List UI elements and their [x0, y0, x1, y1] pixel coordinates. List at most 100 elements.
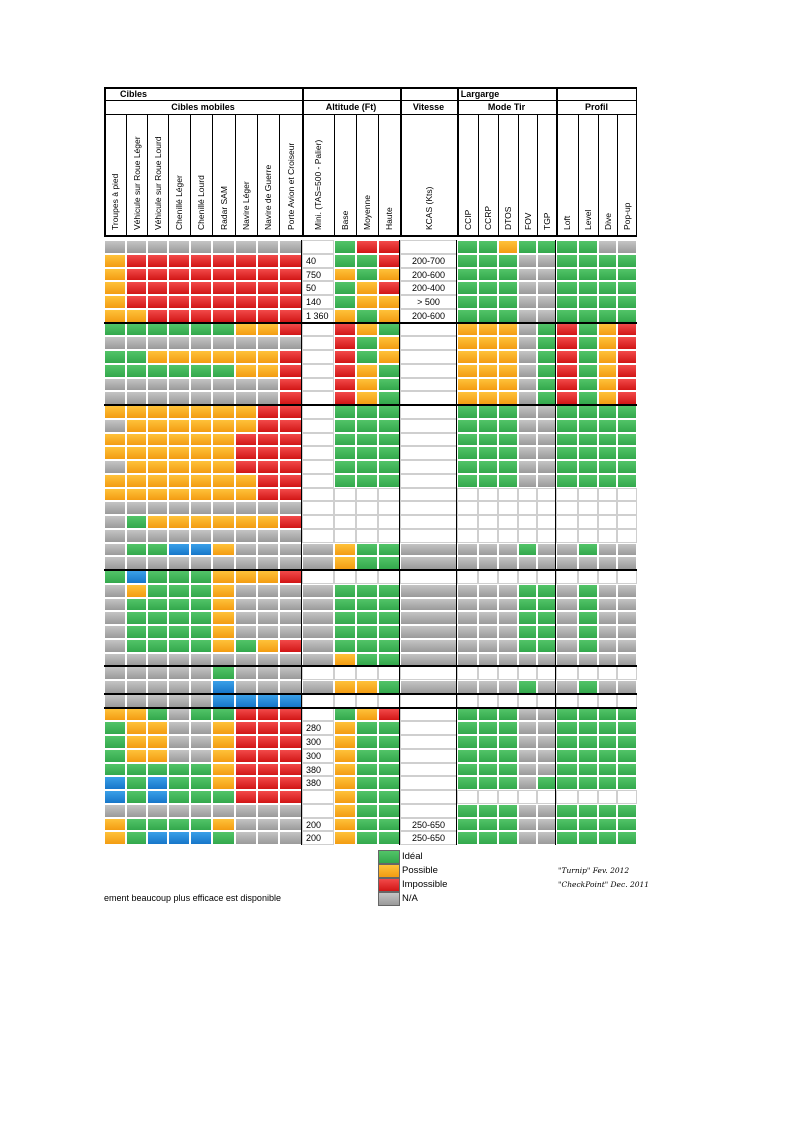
- grid-cell: [257, 556, 279, 570]
- grid-cell: [279, 776, 302, 790]
- grid-cell: [190, 460, 212, 474]
- grid-cell: [235, 377, 257, 392]
- grid-cell: [356, 652, 378, 667]
- grid-cell: [356, 762, 378, 777]
- grid-cell: [212, 748, 235, 763]
- grid-cell: [279, 377, 302, 392]
- grid-cell: [400, 377, 457, 392]
- grid-cell: [147, 831, 168, 845]
- grid-cell: [556, 542, 578, 557]
- grid-cell: [212, 831, 235, 845]
- grid-cell: [356, 515, 378, 529]
- grid-cell: [302, 570, 334, 584]
- grid-cell: [104, 735, 126, 749]
- grid-cell: [168, 432, 190, 447]
- grid-cell: [212, 707, 235, 722]
- grid-cell: [478, 803, 498, 818]
- grid-cell: [168, 528, 190, 543]
- grid-cell: [104, 597, 126, 612]
- grid-cell: [126, 501, 147, 515]
- grid-cell: [378, 570, 400, 584]
- grid-cell: [302, 652, 334, 667]
- grid-cell: [537, 680, 556, 694]
- grid-cell: [537, 405, 556, 419]
- grid-cell: [334, 253, 356, 268]
- grid-cell: [378, 583, 400, 598]
- grid-cell: [147, 583, 168, 598]
- column-label: Mini. (TAS=500 - Palier): [313, 139, 323, 230]
- grid-cell: [104, 542, 126, 557]
- grid-cell: [478, 515, 498, 529]
- grid-cell: [518, 831, 537, 845]
- grid-cell: [168, 776, 190, 790]
- grid-cell: [279, 308, 302, 323]
- grid-cell: [126, 432, 147, 447]
- grid-cell: [598, 405, 617, 419]
- grid-cell: [478, 405, 498, 419]
- grid-cell: [126, 460, 147, 474]
- cell-value: 380: [306, 764, 322, 775]
- grid-cell: [334, 363, 356, 378]
- grid-cell: [212, 473, 235, 488]
- grid-cell: [334, 625, 356, 639]
- grid-cell: [598, 652, 617, 667]
- grid-cell: [334, 501, 356, 515]
- grid-cell: [235, 446, 257, 460]
- grid-cell: [279, 762, 302, 777]
- grid-cell: [478, 460, 498, 474]
- grid-cell: [556, 363, 578, 378]
- grid-cell: [617, 625, 637, 639]
- grid-cell: [257, 391, 279, 405]
- grid-cell: [104, 446, 126, 460]
- grid-cell: [578, 693, 598, 708]
- grid-cell: [302, 322, 334, 337]
- grid-cell: [356, 556, 378, 570]
- grid-cell: [257, 515, 279, 529]
- grid-cell: [400, 528, 457, 543]
- grid-cell: [147, 405, 168, 419]
- grid-cell: [478, 680, 498, 694]
- grid-cell: [104, 240, 126, 254]
- grid-cell: [537, 721, 556, 735]
- grid-cell: [518, 253, 537, 268]
- grid-cell: [556, 748, 578, 763]
- grid-cell: [578, 487, 598, 502]
- grid-cell: [498, 501, 518, 515]
- grid-cell: [104, 721, 126, 735]
- grid-cell: [212, 501, 235, 515]
- grid-cell: [498, 625, 518, 639]
- grid-cell: [556, 418, 578, 433]
- grid-cell: [126, 776, 147, 790]
- grid-cell: [518, 281, 537, 295]
- grid-cell: [617, 762, 637, 777]
- grid-cell: [400, 363, 457, 378]
- grid-cell: [126, 597, 147, 612]
- grid-cell: [279, 680, 302, 694]
- grid-cell: [378, 405, 400, 419]
- grid-cell: [457, 652, 478, 667]
- grid-cell: [518, 762, 537, 777]
- grid-cell: [478, 831, 498, 845]
- grid-cell: [478, 418, 498, 433]
- grid-cell: [168, 515, 190, 529]
- grid-cell: [498, 831, 518, 845]
- grid-cell: [356, 583, 378, 598]
- header-divider-1: [104, 100, 637, 101]
- grid-cell: [478, 432, 498, 447]
- grid-cell: [617, 735, 637, 749]
- grid-cell: [302, 295, 334, 309]
- grid-cell: [457, 377, 478, 392]
- grid-cell: [578, 570, 598, 584]
- grid-cell: [537, 583, 556, 598]
- grid-cell: [279, 721, 302, 735]
- grid-cell: [578, 556, 598, 570]
- grid-cell: [598, 570, 617, 584]
- grid-cell: [498, 446, 518, 460]
- grid-cell: [556, 501, 578, 515]
- grid-cell: [147, 501, 168, 515]
- column-label: FOV: [522, 212, 533, 230]
- grid-cell: [518, 267, 537, 282]
- grid-cell: [235, 295, 257, 309]
- grid-cell: [279, 583, 302, 598]
- grid-cell: [617, 570, 637, 584]
